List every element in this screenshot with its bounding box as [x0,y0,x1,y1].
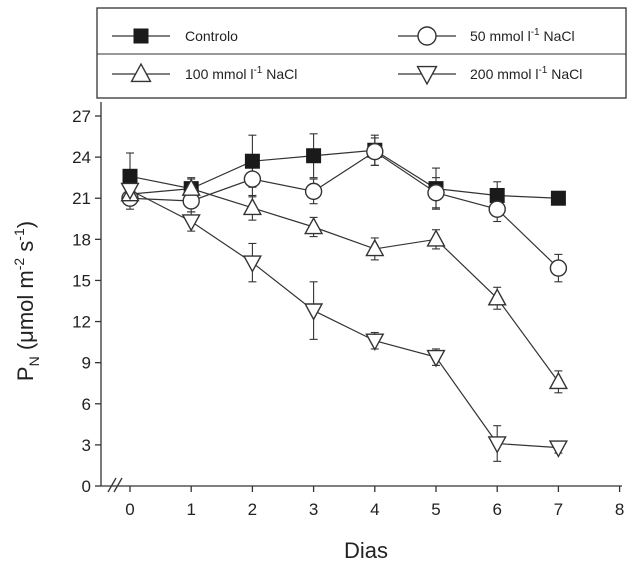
axis-break-mark [113,477,123,493]
x-tick-label: 1 [186,500,195,519]
data-point-2-7 [548,371,568,390]
axis-break-mark [107,477,117,493]
y-tick-label: 27 [72,107,91,126]
data-point-2-4 [365,238,385,257]
legend-label: Controlo [185,28,238,44]
data-point-0-2 [244,153,260,169]
legend: Controlo 50 mmol l-1 NaCl 100 mmol l-1 NaC… [96,7,627,99]
series-lines [129,149,559,449]
axes [95,102,622,493]
data-point-0-3 [306,148,322,164]
y-tick-label: 21 [72,189,91,208]
y-tick-label: 3 [82,436,91,455]
y-tick-label: 24 [72,148,91,167]
series-line-3 [129,189,559,449]
data-point-1-7 [549,259,568,277]
legend-box [96,7,627,99]
series-line-0 [129,149,559,199]
data-point-3-5 [426,349,446,368]
x-tick-label: 6 [492,500,501,519]
series-line-1 [129,150,559,269]
x-tick-label: 8 [615,500,624,519]
legend-label: 100 mmol l-1 NaCl [185,65,297,82]
data-point-3-3 [304,303,324,321]
data-point-3-2 [242,255,262,273]
data-point-3-1 [181,214,201,232]
data-point-2-6 [487,287,507,306]
data-point-0-7 [550,190,566,206]
x-tick-label: 7 [554,500,563,519]
data-point-3-6 [487,436,507,454]
x-tick-label: 4 [370,500,379,519]
data-point-1-6 [488,200,506,218]
x-tick-label: 3 [309,500,318,519]
data-point-2-1 [181,178,201,196]
y-axis-title: PN (μmol m-2 s-1) [11,221,42,381]
data-point-3-0 [120,182,140,201]
legend-label: 50 mmol l-1 NaCl [470,27,575,44]
x-tick-label: 0 [125,500,134,519]
legend-marker [130,62,152,83]
legend-marker [417,26,437,46]
x-tick-label: 5 [431,500,440,519]
y-tick-label: 12 [72,313,91,332]
data-point-2-5 [426,229,446,247]
series-line-2 [129,188,559,383]
legend-label: 200 mmol l-1 NaCl [470,65,582,82]
x-axis-title: Dias [344,538,388,563]
legend-marker [133,28,149,44]
legend-marker [416,65,438,86]
data-point-2-3 [304,216,324,235]
data-point-3-7 [548,440,568,458]
y-tick-label: 18 [72,230,91,249]
series-markers [120,142,568,458]
data-point-1-4 [366,142,384,161]
data-point-1-2 [243,170,262,188]
y-tick-label: 9 [82,354,91,373]
x-tick-label: 2 [248,500,257,519]
data-point-0-0 [122,168,138,184]
data-point-1-5 [427,184,445,202]
data-point-0-6 [489,187,505,203]
data-point-1-3 [304,182,323,201]
y-tick-label: 6 [82,395,91,414]
y-tick-label: 15 [72,271,91,290]
y-tick-label: 0 [82,477,91,496]
data-point-2-2 [242,197,262,216]
data-point-3-4 [365,333,385,352]
